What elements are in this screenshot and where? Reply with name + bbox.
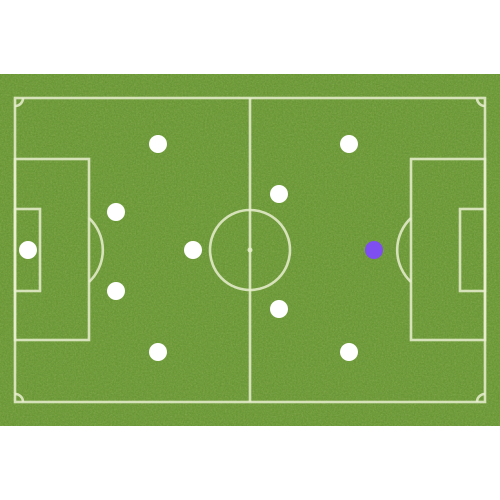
player-marker-defender[interactable] (107, 203, 125, 221)
player-marker-forward[interactable] (340, 135, 358, 153)
player-marker-forward[interactable] (340, 343, 358, 361)
player-marker-midfielder[interactable] (184, 241, 202, 259)
player-marker-defender[interactable] (149, 135, 167, 153)
player-marker-goalkeeper[interactable] (19, 241, 37, 259)
player-marker-midfielder[interactable] (270, 300, 288, 318)
player-marker-defender[interactable] (149, 343, 167, 361)
player-marker-midfielder[interactable] (270, 185, 288, 203)
player-marker-defender[interactable] (107, 282, 125, 300)
selected-player-marker-forward[interactable] (365, 241, 383, 259)
center-spot (248, 248, 253, 253)
